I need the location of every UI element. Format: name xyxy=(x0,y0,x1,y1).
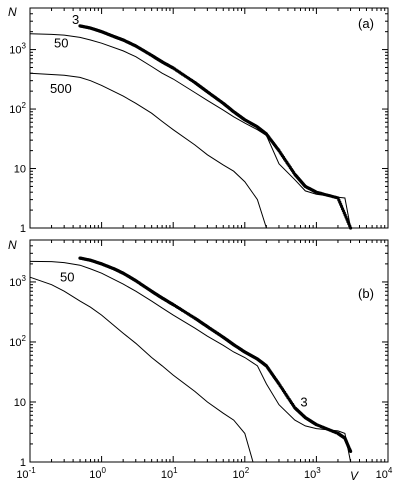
y-tick-label: 102 xyxy=(9,101,26,116)
series-label-3: 3 xyxy=(72,12,79,27)
series-50-line xyxy=(29,33,352,229)
y-tick-label: 102 xyxy=(9,334,26,349)
y-tick-label: 1 xyxy=(20,223,26,235)
series-3-points xyxy=(78,256,353,453)
x-tick-label: 104 xyxy=(376,466,393,481)
series-label-50: 50 xyxy=(54,36,68,51)
series-500-line xyxy=(29,72,267,229)
panel-label: (b) xyxy=(358,286,374,301)
series-500-line xyxy=(29,276,254,463)
series-label-500: 500 xyxy=(50,81,72,96)
x-axis-label: V xyxy=(350,469,359,483)
panel-a: 1 10 102 103 N (a) 3 50 500 xyxy=(8,5,389,235)
x-tick-label: 103 xyxy=(304,466,321,481)
y-tick-label: 103 xyxy=(9,42,26,57)
series-50-line xyxy=(29,260,352,463)
y-tick-label: 1 xyxy=(20,457,26,469)
plot-frame xyxy=(29,239,389,463)
x-tick-label: 102 xyxy=(232,466,249,481)
x-tick-label: 101 xyxy=(161,466,178,481)
plot-frame xyxy=(29,7,389,229)
series-3-points xyxy=(78,24,353,230)
y-tick-label: 10 xyxy=(14,397,26,409)
y-axis-label: N xyxy=(8,238,17,252)
series-label-3: 3 xyxy=(300,395,307,410)
data-point xyxy=(349,449,353,453)
y-axis-label: N xyxy=(8,5,17,19)
panel-label: (a) xyxy=(358,16,374,31)
series-label-50: 50 xyxy=(60,269,74,284)
x-tick-label: 10-1 xyxy=(16,466,36,481)
y-tick-label: 10 xyxy=(14,164,26,176)
y-tick-label: 103 xyxy=(9,274,26,289)
x-tick-label: 100 xyxy=(89,466,106,481)
